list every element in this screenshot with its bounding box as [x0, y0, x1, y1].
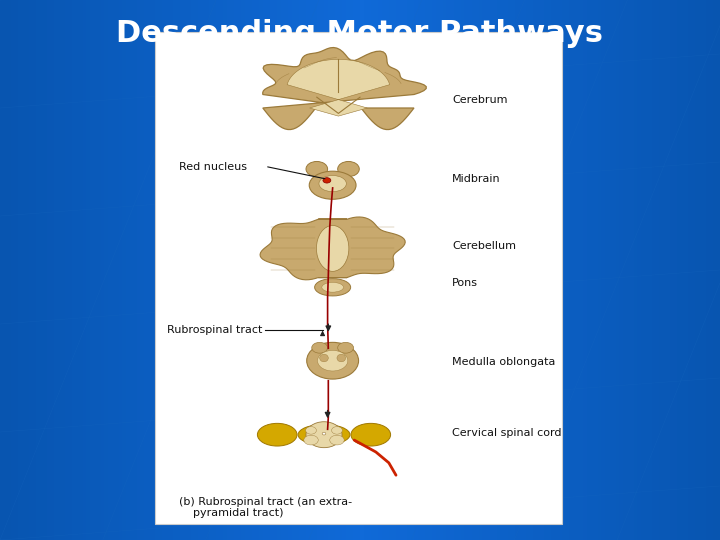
Polygon shape	[287, 59, 390, 116]
Ellipse shape	[323, 432, 325, 435]
Ellipse shape	[337, 354, 346, 362]
Ellipse shape	[330, 435, 344, 445]
Text: Cerebrum: Cerebrum	[452, 95, 508, 105]
Ellipse shape	[337, 181, 355, 193]
Ellipse shape	[317, 226, 349, 271]
Polygon shape	[260, 217, 405, 280]
Ellipse shape	[306, 422, 342, 448]
Ellipse shape	[306, 161, 328, 177]
Ellipse shape	[338, 161, 359, 177]
Ellipse shape	[351, 423, 391, 446]
Bar	[155, 32, 562, 524]
Text: Rubrospinal tract: Rubrospinal tract	[167, 326, 262, 335]
Ellipse shape	[307, 342, 359, 379]
Text: Red nucleus: Red nucleus	[179, 163, 246, 172]
Ellipse shape	[306, 427, 317, 434]
Text: Midbrain: Midbrain	[452, 174, 501, 184]
Text: Pons: Pons	[452, 279, 478, 288]
Text: Descending Motor Pathways: Descending Motor Pathways	[117, 19, 603, 48]
Ellipse shape	[323, 178, 330, 183]
Ellipse shape	[304, 435, 318, 445]
Ellipse shape	[315, 279, 351, 296]
Text: Cervical spinal cord: Cervical spinal cord	[452, 428, 562, 438]
Ellipse shape	[320, 354, 328, 362]
Ellipse shape	[258, 423, 297, 446]
Ellipse shape	[332, 427, 343, 434]
Ellipse shape	[322, 282, 343, 292]
Polygon shape	[263, 48, 426, 130]
Ellipse shape	[312, 342, 328, 353]
Ellipse shape	[319, 176, 346, 192]
Ellipse shape	[310, 171, 356, 199]
Text: Medulla oblongata: Medulla oblongata	[452, 357, 556, 367]
Ellipse shape	[298, 424, 350, 445]
Ellipse shape	[338, 342, 354, 353]
Ellipse shape	[318, 350, 348, 371]
Text: (b) Rubrospinal tract (an extra-
    pyramidal tract): (b) Rubrospinal tract (an extra- pyramid…	[179, 497, 351, 518]
Ellipse shape	[311, 181, 328, 193]
Text: Cerebellum: Cerebellum	[452, 241, 516, 251]
